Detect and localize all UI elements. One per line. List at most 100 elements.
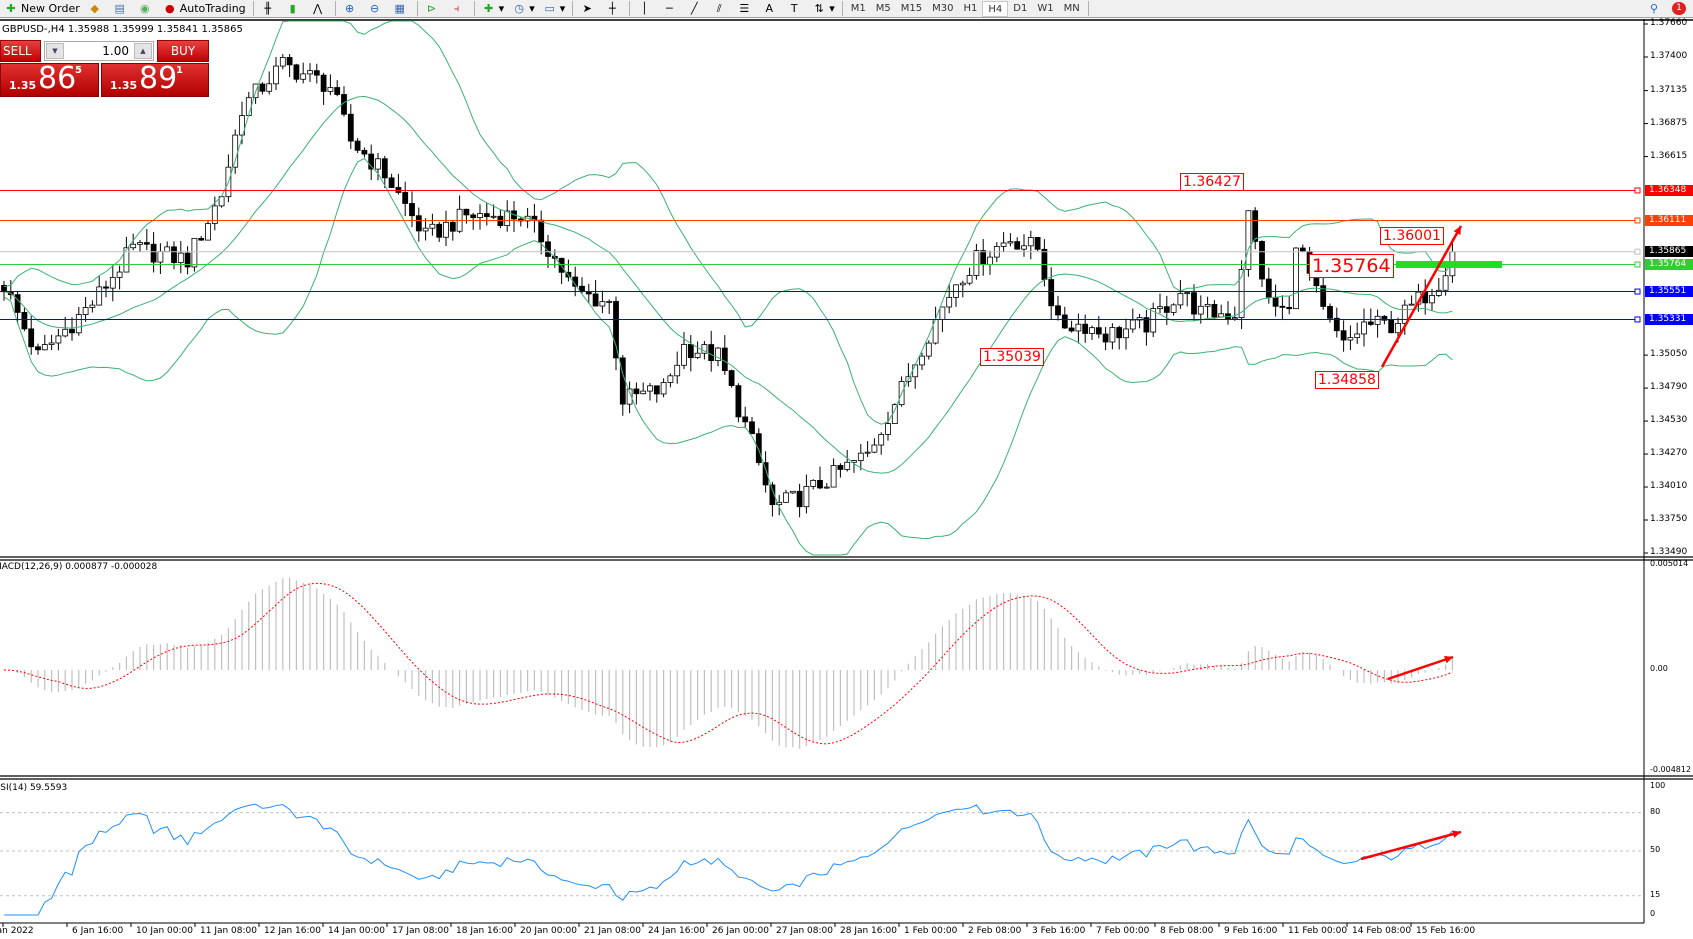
bull-candle bbox=[776, 501, 783, 506]
bear-candle bbox=[755, 433, 762, 464]
candlestick-button[interactable]: ▮ bbox=[282, 1, 307, 17]
autotrading-button[interactable]: ● AutoTrading bbox=[159, 1, 250, 17]
equidistant-channel-button[interactable]: ⫽ bbox=[708, 1, 733, 17]
bear-candle bbox=[21, 312, 28, 330]
bull-candle bbox=[1442, 275, 1449, 291]
timeframe-mn[interactable]: MN bbox=[1063, 2, 1080, 14]
bear-candle bbox=[1082, 323, 1089, 334]
timeframe-h4[interactable]: H4 bbox=[982, 0, 1009, 17]
sell-button[interactable]: SELL bbox=[0, 40, 41, 62]
bear-candle bbox=[449, 221, 456, 232]
bull-candle bbox=[1075, 323, 1082, 332]
bear-candle bbox=[402, 192, 409, 204]
macd-axis-label: -0.004812 bbox=[1650, 764, 1692, 774]
level-price-label: 1.35331 bbox=[1645, 313, 1693, 325]
timeframe-m1[interactable]: M1 bbox=[850, 2, 866, 14]
bull-candle bbox=[490, 215, 497, 218]
price-annotation[interactable]: 1.36001 bbox=[1380, 227, 1444, 245]
zoom-out-button[interactable]: ⊖ bbox=[364, 1, 389, 17]
bear-candle bbox=[721, 347, 728, 371]
bull-candle bbox=[946, 296, 953, 308]
equidistant-channel-icon: ⫽ bbox=[716, 2, 722, 15]
timeframe-h1[interactable]: H1 bbox=[963, 2, 978, 14]
bull-candle bbox=[1395, 322, 1401, 334]
chart-shift-button[interactable]: ⫞ bbox=[446, 1, 471, 17]
arrows-button[interactable]: ⇅ ▾ bbox=[808, 1, 839, 17]
line-chart-button[interactable]: ⋀ bbox=[307, 1, 332, 17]
timeframe-w1[interactable]: W1 bbox=[1037, 2, 1054, 14]
price-annotation[interactable]: 1.34858 bbox=[1315, 371, 1379, 389]
data-window-button[interactable]: ▤ bbox=[109, 1, 134, 17]
templates-button[interactable]: ▭ ▾ bbox=[544, 2, 566, 15]
lot-size-input[interactable]: 1.00 bbox=[102, 44, 129, 58]
bull-candle bbox=[1238, 269, 1245, 318]
bear-candle bbox=[313, 70, 320, 76]
bear-candle bbox=[1143, 317, 1150, 333]
bar-chart-button[interactable]: ╫ bbox=[257, 1, 282, 17]
time-tick-label: 9 Feb 16:00 bbox=[1224, 926, 1278, 936]
rsi-axis-label: 0 bbox=[1650, 909, 1656, 918]
buy-button[interactable]: BUY bbox=[157, 40, 209, 62]
bull-candle bbox=[912, 364, 919, 378]
timeframe-m5[interactable]: M5 bbox=[875, 2, 891, 14]
rsi-axis-label: 15 bbox=[1650, 889, 1661, 899]
arrow-head-icon bbox=[1452, 830, 1461, 838]
time-tick-label: 14 Jan 00:00 bbox=[328, 926, 385, 936]
vertical-line-button[interactable]: │ bbox=[633, 1, 658, 17]
timeframe-d1[interactable]: D1 bbox=[1013, 2, 1028, 14]
divider bbox=[416, 1, 418, 16]
highlight-bar bbox=[1396, 261, 1502, 269]
time-tick-label: 20 Jan 00:00 bbox=[520, 926, 577, 936]
new-order-label: New Order bbox=[21, 2, 80, 15]
lot-size-stepper[interactable]: ▼ 1.00 ▲ bbox=[44, 41, 154, 61]
search-button[interactable]: ⚲ bbox=[1643, 1, 1668, 17]
indicators-button[interactable]: ✚ ▾ bbox=[478, 1, 509, 17]
bull-candle bbox=[375, 158, 381, 170]
bear-candle bbox=[1367, 321, 1374, 325]
bull-candle bbox=[41, 344, 48, 351]
price-annotation[interactable]: 1.35039 bbox=[980, 348, 1044, 366]
bear-candle bbox=[69, 328, 75, 334]
cursor-button[interactable]: ➤ bbox=[576, 1, 601, 17]
sell-price-button[interactable]: 1.35 86 5 bbox=[0, 61, 99, 97]
periods-button[interactable]: ◷ ▾ bbox=[508, 1, 539, 17]
horizontal-line-button[interactable]: ─ bbox=[658, 1, 683, 17]
zoom-in-button[interactable]: ⊕ bbox=[339, 1, 364, 17]
notifications-button[interactable]: 1 bbox=[1668, 1, 1693, 17]
bull-candle bbox=[823, 486, 830, 489]
bull-candle bbox=[885, 423, 891, 435]
buy-price-button[interactable]: 1.35 89 1 bbox=[101, 61, 209, 97]
price-tick-label: 1.34530 bbox=[1650, 415, 1688, 426]
trendline-button[interactable]: ╱ bbox=[683, 1, 708, 17]
crosshair-button[interactable]: ┼ bbox=[601, 1, 626, 17]
chart-canvas[interactable] bbox=[0, 19, 1693, 939]
text-label-button[interactable]: T bbox=[783, 1, 808, 17]
market-watch-button[interactable]: ◆ bbox=[84, 1, 109, 17]
chart-window[interactable] bbox=[0, 19, 1693, 939]
bull-candle bbox=[606, 301, 613, 303]
rsi-label: RSI(14) 59.5593 bbox=[0, 783, 68, 793]
lot-increase-button[interactable]: ▲ bbox=[134, 43, 152, 59]
new-order-button[interactable]: ✚ New Order bbox=[0, 1, 84, 17]
templates-icon: ▭ bbox=[544, 2, 555, 15]
timeframe-m15[interactable]: M15 bbox=[900, 2, 923, 14]
time-tick-label: 7 Feb 00:00 bbox=[1096, 926, 1150, 936]
price-annotation[interactable]: 1.36427 bbox=[1180, 173, 1244, 191]
bear-candle bbox=[728, 370, 735, 387]
signals-button[interactable]: ◉ bbox=[134, 1, 159, 17]
bull-candle bbox=[1021, 245, 1027, 250]
fibonacci-icon: ☰ bbox=[739, 2, 750, 15]
bear-candle bbox=[613, 301, 619, 359]
text-button[interactable]: A bbox=[758, 1, 783, 17]
bear-candle bbox=[1014, 241, 1021, 250]
bear-candle bbox=[1272, 296, 1279, 307]
fibonacci-button[interactable]: ☰ bbox=[733, 1, 758, 17]
tile-windows-button[interactable]: ▦ bbox=[389, 1, 414, 17]
lot-decrease-button[interactable]: ▼ bbox=[46, 43, 64, 59]
price-annotation[interactable]: 1.35764 bbox=[1309, 254, 1394, 278]
bear-candle bbox=[980, 250, 987, 265]
timeframe-m30[interactable]: M30 bbox=[932, 2, 954, 14]
time-tick-label: 26 Jan 00:00 bbox=[712, 926, 769, 936]
time-tick-label: 1 Feb 00:00 bbox=[904, 926, 958, 936]
autoscroll-button[interactable]: ⊳ bbox=[421, 1, 446, 17]
